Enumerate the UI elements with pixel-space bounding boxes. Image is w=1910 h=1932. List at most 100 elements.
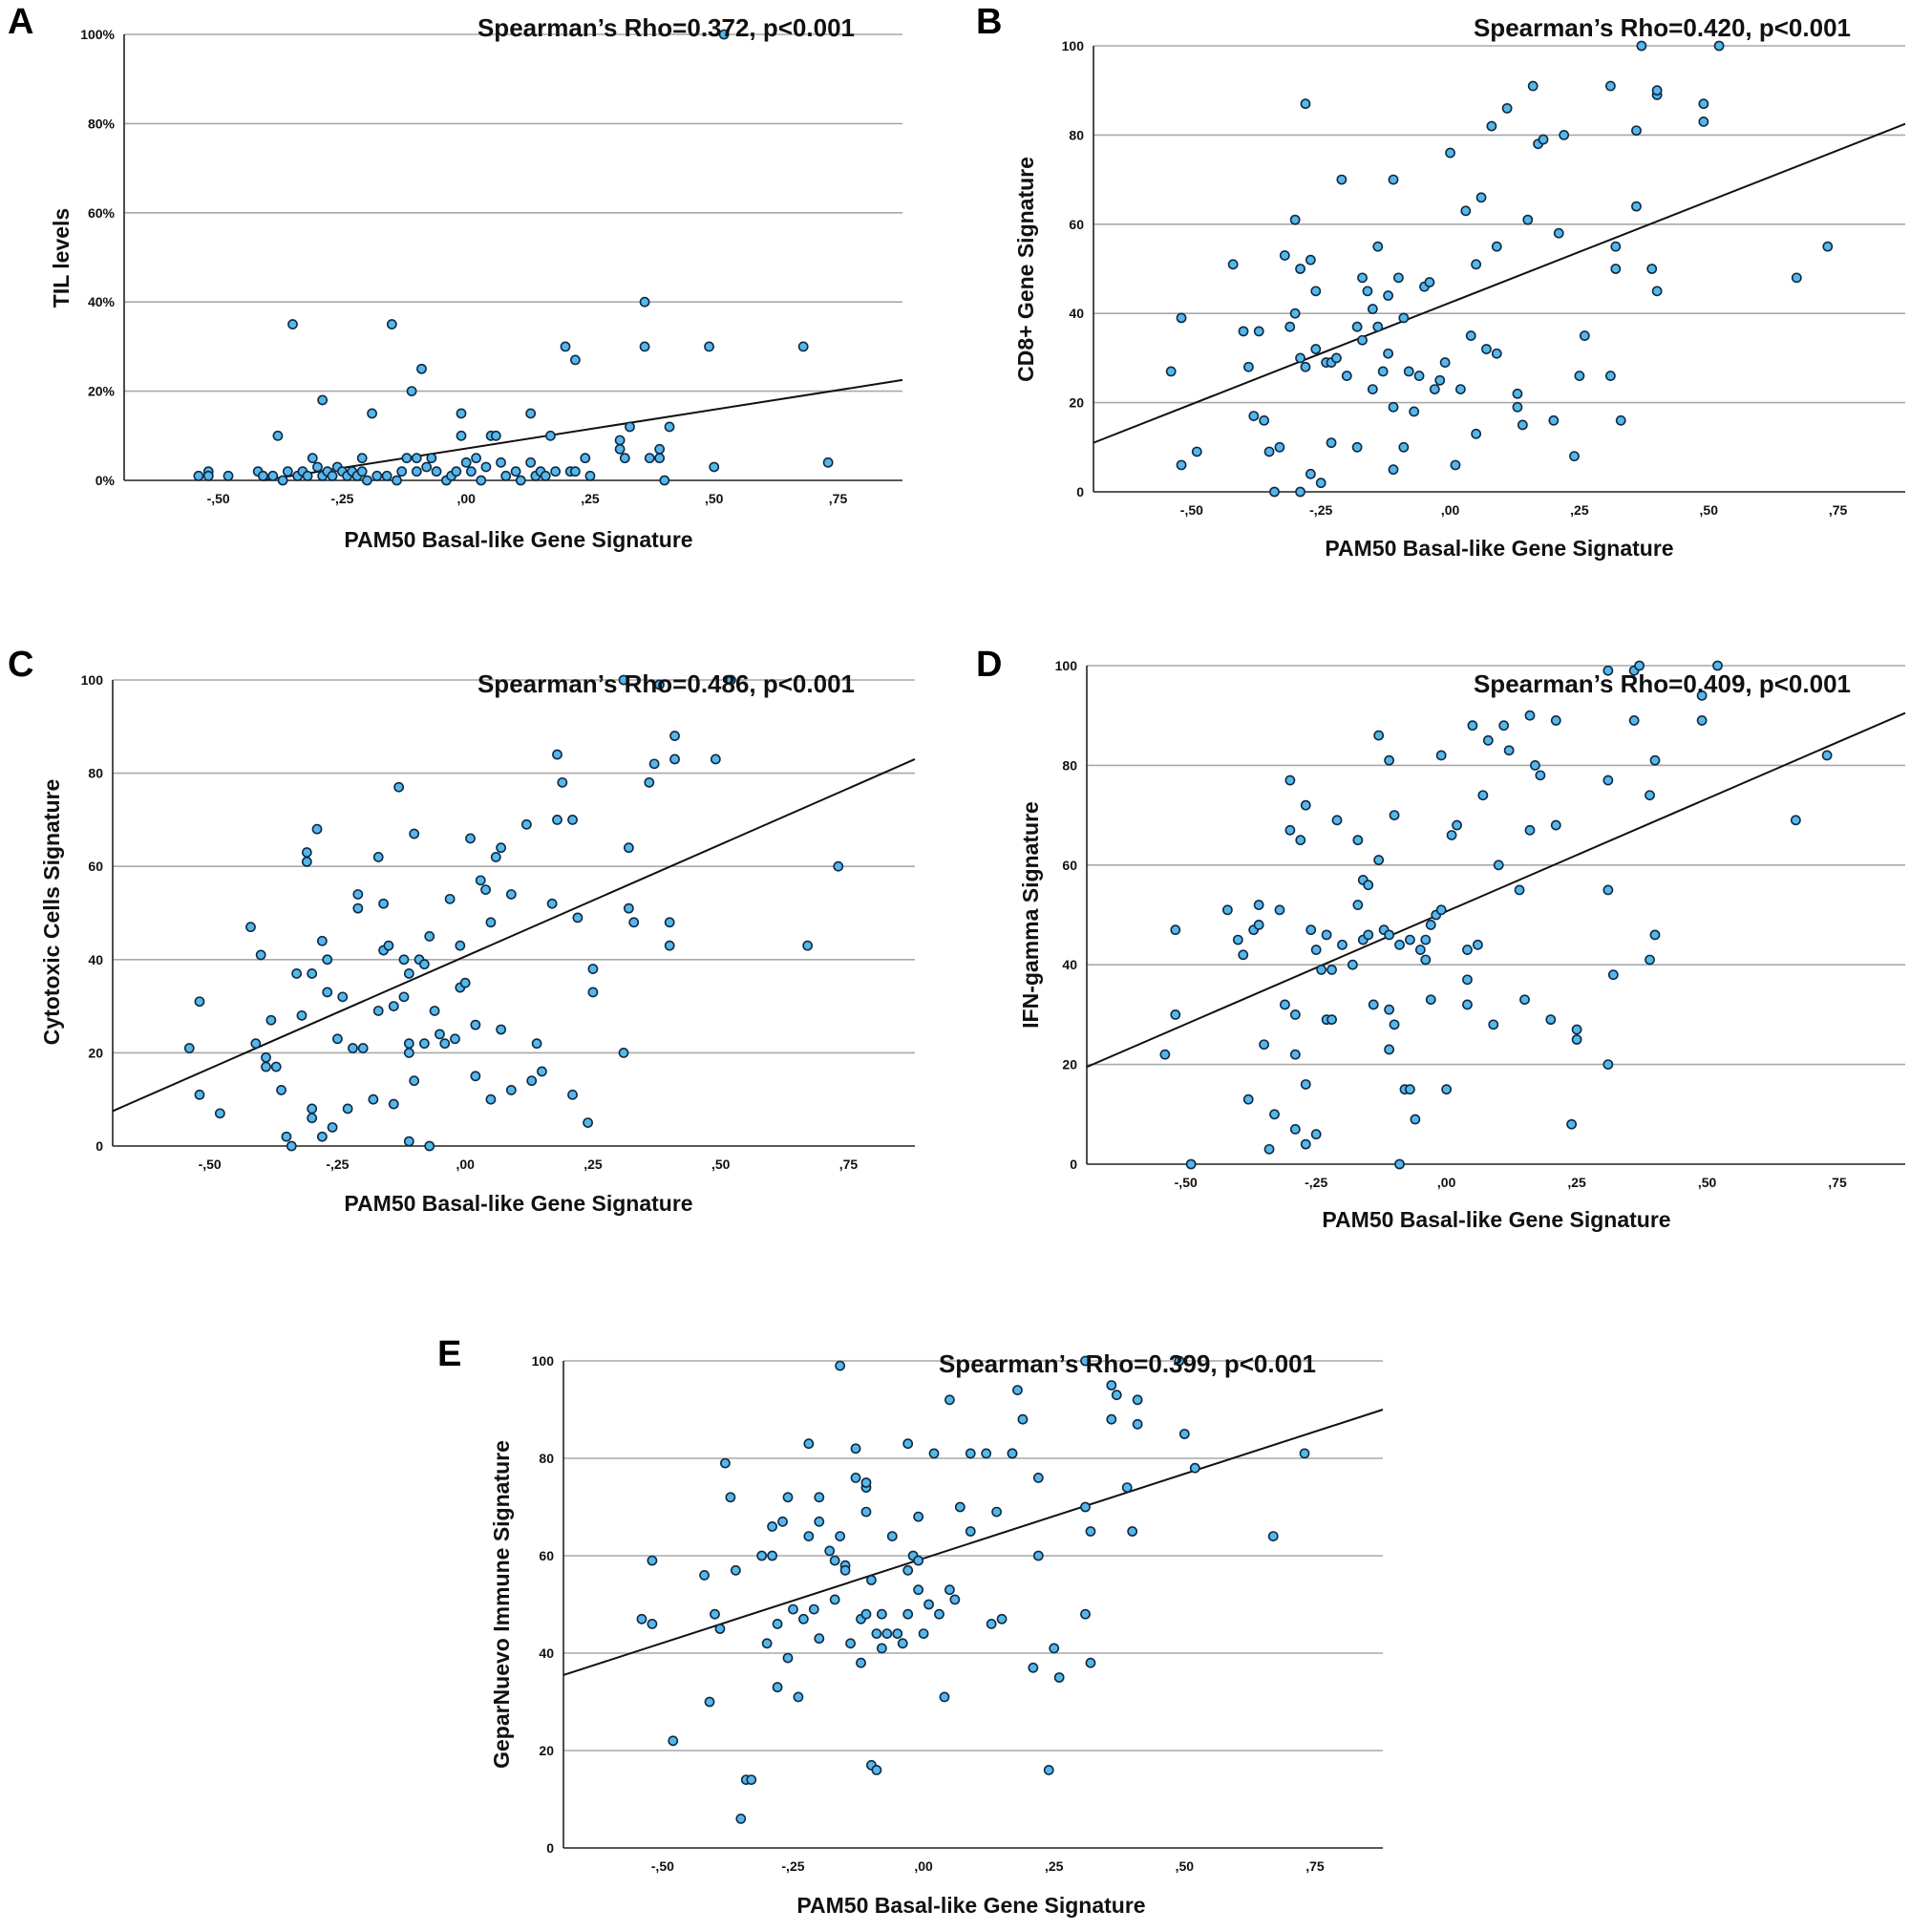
data-point [476,475,487,486]
data-point [540,470,551,481]
regression-line [263,378,903,481]
data-point [426,453,437,464]
data-point [614,435,626,446]
data-point [194,996,205,1008]
data-point [850,1443,861,1454]
data-point [1482,734,1494,746]
x-tick-label: ,75 [1305,1858,1325,1874]
data-point [1631,201,1642,212]
data-point [772,1682,783,1693]
data-point [388,1001,399,1011]
data-point [1372,241,1384,252]
data-point [450,1033,460,1045]
data-point [1822,241,1834,252]
data-point [1602,1059,1614,1070]
data-point [451,466,462,478]
x-tick-label: -,25 [1309,502,1332,518]
data-point [531,1038,542,1050]
data-point [367,408,377,419]
y-tick-label: 40 [539,1645,554,1661]
data-point [1698,116,1709,127]
data-point [669,731,680,741]
x-tick-label: -,50 [1175,1175,1198,1190]
regression-line [1093,122,1906,444]
data-point [623,842,634,854]
data-point [1357,272,1368,284]
data-point [623,902,634,914]
data-point [944,1584,955,1596]
data-point [923,1599,934,1610]
data-point [1517,419,1528,431]
y-tick-label: 60 [88,859,103,874]
data-point [496,456,506,468]
data-point [1053,1672,1065,1683]
data-point [1491,348,1502,359]
y-tick-label: 0% [96,473,116,488]
data-point [1571,1034,1582,1045]
data-point [371,470,383,481]
data-point [1514,884,1525,896]
y-axis-title: GeparNuevo Immune Signature [489,1440,514,1769]
data-point [777,1516,788,1527]
data-point [1310,1129,1322,1140]
x-tick-label: ,50 [1176,1858,1195,1874]
data-point [902,1608,914,1620]
data-point [202,470,214,481]
data-point [1289,308,1301,319]
data-point [965,1448,976,1459]
data-point [505,1085,517,1095]
data-point [1649,929,1661,941]
data-point [406,386,417,396]
y-tick-label: 0 [96,1138,103,1154]
data-point [1263,1143,1275,1155]
x-tick-label: ,25 [1570,502,1589,518]
data-point [1085,1526,1096,1537]
x-axis-title: PAM50 Basal-like Gene Signature [344,1191,692,1216]
x-tick-label: ,00 [456,1157,475,1172]
data-point [1305,254,1316,265]
y-tick-label: 80% [88,116,116,131]
data-point [1420,954,1432,966]
data-point [793,1691,804,1703]
data-point [327,1122,338,1133]
data-point [1263,446,1275,457]
data-point [1357,334,1368,346]
data-point [1467,720,1478,732]
data-point [824,1545,836,1557]
x-tick-label: ,00 [1441,502,1460,518]
data-point [1610,241,1622,252]
data-point [1571,1024,1582,1035]
data-point [1553,227,1564,239]
data-point [991,1506,1002,1518]
data-point [1253,920,1264,930]
data-point [1574,371,1585,381]
data-point [767,1521,777,1532]
data-point [1347,959,1358,970]
data-point [1336,174,1348,185]
data-point [342,1103,353,1115]
data-point [277,475,288,486]
data-point [1651,85,1663,96]
data-point [316,935,328,946]
data-point [986,1619,997,1629]
data-point [866,1575,877,1585]
y-tick-label: 100 [532,1353,555,1369]
data-point [1337,939,1348,950]
data-point [1403,366,1414,377]
data-point [1530,760,1540,771]
data-point [311,823,323,835]
data-point [1106,1413,1117,1425]
y-axis-title: TIL levels [49,208,74,308]
data-point [714,1624,726,1634]
data-point [312,461,323,473]
y-tick-label: 60% [88,205,116,221]
data-point [1471,259,1482,270]
data-point [1295,486,1305,498]
panel-letter: C [8,645,33,685]
data-point [1550,715,1561,726]
data-point [928,1448,940,1459]
x-axis-title: PAM50 Basal-like Gene Signature [796,1893,1145,1918]
data-point [659,475,670,486]
data-point [1435,750,1447,761]
panel-a: 0% 20% 40% 60% 80% 100% -,50 -,25 ,00 ,25 ,50 ,75 A S… [8,2,903,552]
